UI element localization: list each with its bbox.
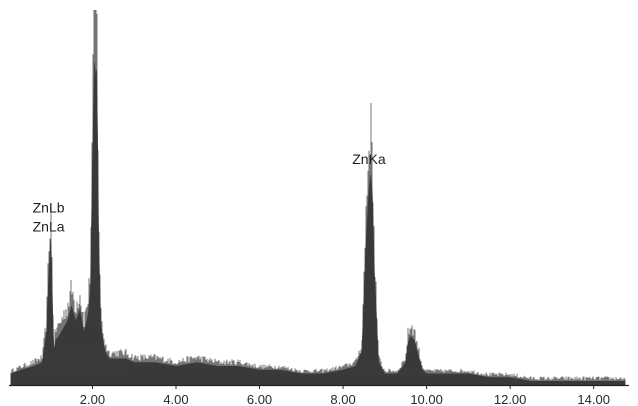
x-axis-ticks: 2.00 4.00 6.00 8.00 10.00 12.00 14.00 — [80, 385, 610, 406]
x-tick-label: 8.00 — [330, 392, 355, 406]
x-tick-label: 12.00 — [494, 392, 527, 406]
plot-area — [9, 10, 629, 387]
x-tick-label: 6.00 — [247, 392, 272, 406]
peak-label: ZnLa — [33, 218, 65, 234]
x-tick-label: 2.00 — [80, 392, 105, 406]
x-tick-label: 4.00 — [163, 392, 188, 406]
x-tick-label: 10.00 — [410, 392, 443, 406]
spectrum-noise-overlay — [10, 10, 626, 385]
peak-annotations: ZnLb ZnLa ZnKa — [33, 151, 386, 235]
x-tick-label: 14.00 — [577, 392, 610, 406]
peak-label: ZnLb — [33, 200, 65, 216]
peak-label: ZnKa — [352, 151, 386, 167]
